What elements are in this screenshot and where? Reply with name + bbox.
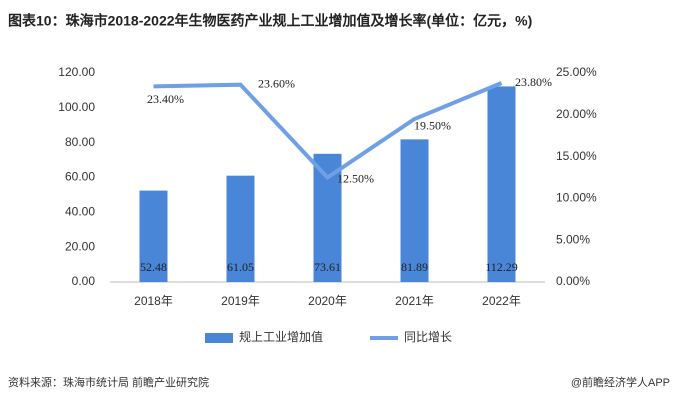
value-label: 23.60% (258, 76, 295, 90)
y2-tick-label: 25.00% (556, 65, 597, 79)
y2-tick-label: 0.00% (556, 274, 590, 288)
x-tick-label: 2020年 (308, 294, 347, 308)
y-tick-label: 120.00 (58, 65, 95, 79)
bar (400, 139, 429, 282)
x-tick-label: 2021年 (395, 294, 434, 308)
y-tick-label: 80.00 (65, 135, 95, 149)
y2-tick-label: 5.00% (556, 232, 590, 246)
y2-tick-label: 20.00% (556, 107, 597, 121)
legend-label: 规上工业增加值 (239, 329, 323, 344)
chart-title: 图表10：珠海市2018-2022年生物医药产业规上工业增加值及增长率(单位：亿… (8, 13, 532, 29)
y-tick-label: 60.00 (65, 170, 95, 184)
value-label: 23.40% (147, 92, 184, 106)
line (153, 81, 503, 181)
y-tick-label: 100.00 (58, 100, 95, 114)
value-label: 112.29 (485, 260, 518, 274)
y2-tick-label: 10.00% (556, 191, 597, 205)
legend-label: 同比增长 (404, 330, 452, 344)
value-label: 12.50% (337, 171, 374, 185)
y-tick-label: 0.00 (72, 274, 96, 288)
source: 资料来源：珠海市统计局 前瞻产业研究院 (8, 375, 209, 389)
value-label: 61.05 (227, 260, 254, 274)
value-label: 23.80% (515, 75, 552, 89)
watermark: @前瞻经济学人APP (571, 375, 670, 389)
x-tick-label: 2022年 (482, 294, 521, 308)
bar (487, 86, 516, 282)
x-tick-label: 2019年 (221, 294, 260, 308)
value-label: 73.61 (314, 260, 341, 274)
x-tick-label: 2018年 (134, 294, 173, 308)
bar (139, 190, 168, 282)
value-label: 81.89 (401, 260, 428, 274)
value-label: 52.48 (140, 260, 167, 274)
bar (226, 175, 255, 282)
y2-tick-label: 15.00% (556, 149, 597, 163)
value-label: 19.50% (414, 119, 451, 133)
y-tick-label: 40.00 (65, 205, 95, 219)
y-tick-label: 20.00 (65, 239, 95, 253)
legend-swatch (205, 333, 233, 343)
